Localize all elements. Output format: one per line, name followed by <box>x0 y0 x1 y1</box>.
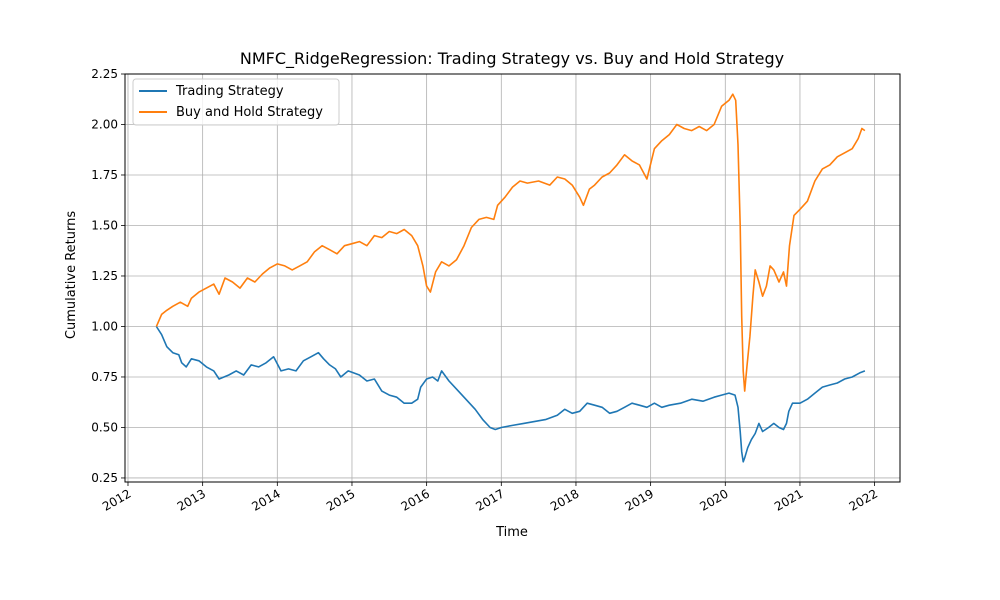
series-layer <box>155 93 866 463</box>
series-line-1 <box>155 93 866 392</box>
x-axis-title: Time <box>495 525 528 540</box>
legend-label-0: Trading Strategy <box>175 84 284 99</box>
y-tick-label: 1.75 <box>91 168 118 182</box>
legend-label-1: Buy and Hold Strategy <box>176 105 323 120</box>
legend: Trading Strategy Buy and Hold Strategy <box>132 78 340 126</box>
y-tick-label: 2.00 <box>91 117 118 131</box>
y-axis: 0.25 0.50 0.75 1.00 1.25 1.50 1.75 2.00 2.25 <box>91 67 125 485</box>
plot-frame <box>124 73 901 483</box>
y-tick-label: 1.00 <box>91 319 118 333</box>
legend-box <box>132 78 340 126</box>
y-axis-title: Cumulative Returns <box>64 211 79 339</box>
y-tick-label: 1.25 <box>91 269 118 283</box>
y-tick-label: 0.25 <box>91 471 118 485</box>
chart-title: NMFC_RidgeRegression: Trading Strategy v… <box>240 49 784 69</box>
y-tick-label: 0.75 <box>91 370 118 384</box>
y-tick-label: 1.50 <box>91 218 118 232</box>
y-tick-label: 2.25 <box>91 67 118 81</box>
y-tick-label: 0.50 <box>91 420 118 434</box>
series-line-0 <box>155 326 866 463</box>
